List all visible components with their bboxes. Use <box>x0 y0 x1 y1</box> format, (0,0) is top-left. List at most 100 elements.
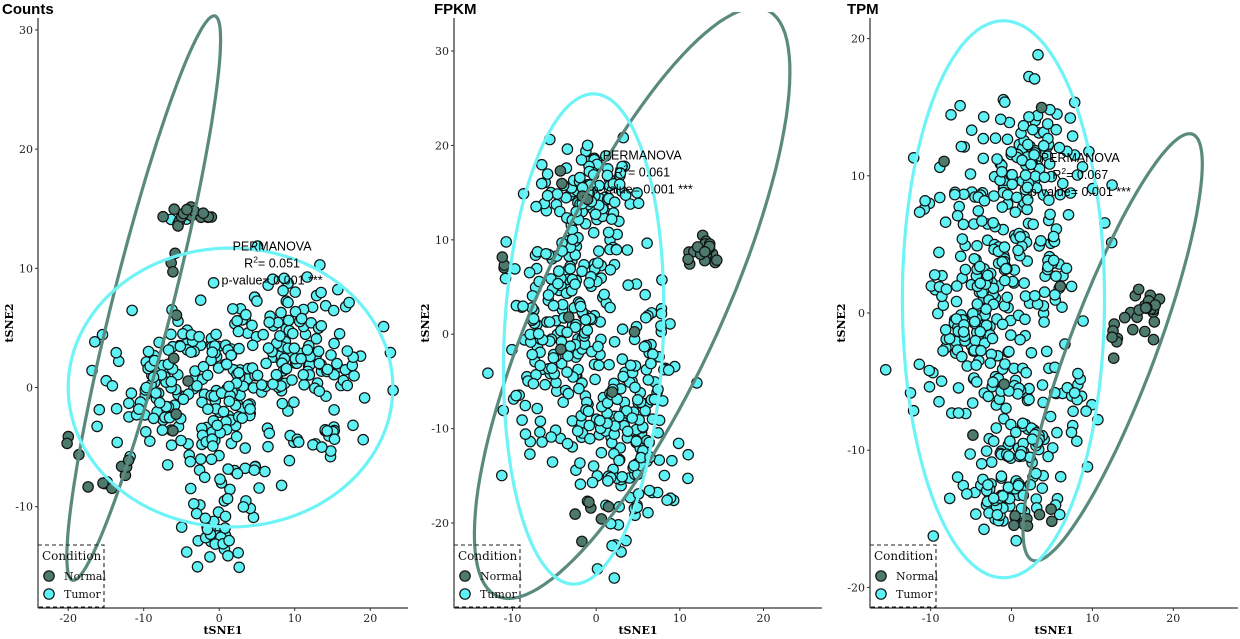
point-normal <box>1127 323 1139 336</box>
permanova-pvalue: p-value= 0.001 *** <box>222 273 323 287</box>
point-tumor <box>275 306 287 319</box>
point-tumor <box>587 226 600 239</box>
point-tumor <box>616 353 629 365</box>
point-tumor <box>991 153 1003 165</box>
point-normal <box>61 437 73 450</box>
point-tumor <box>638 340 651 353</box>
point-tumor <box>561 366 573 378</box>
point-tumor <box>1036 482 1049 494</box>
point-tumor <box>621 425 634 438</box>
point-tumor <box>1071 435 1083 447</box>
point-tumor <box>1005 146 1018 158</box>
point-tumor <box>236 412 248 424</box>
point-tumor <box>539 378 551 391</box>
point-tumor <box>341 379 354 392</box>
point-tumor <box>239 442 251 454</box>
point-tumor <box>1023 111 1035 123</box>
point-normal <box>595 513 608 525</box>
point-tumor <box>950 313 963 325</box>
point-tumor <box>1014 333 1026 346</box>
point-tumor <box>561 437 574 450</box>
point-normal <box>682 253 694 266</box>
point-tumor <box>321 363 334 376</box>
point-tumor <box>246 339 259 352</box>
point-tumor <box>973 260 986 273</box>
legend-key-normal <box>43 570 55 582</box>
point-tumor <box>282 296 294 309</box>
point-tumor <box>954 99 966 112</box>
panel-title: Counts <box>2 1 54 18</box>
point-tumor <box>541 189 554 202</box>
legend-label-tumor: Tumor <box>896 588 933 601</box>
point-tumor <box>195 453 207 465</box>
point-normal <box>1147 333 1160 346</box>
point-tumor <box>251 295 263 307</box>
point-tumor <box>231 467 244 480</box>
permanova-r2: R2= 0.051 <box>244 254 300 270</box>
legend-key-normal <box>875 570 887 582</box>
point-tumor <box>592 340 604 353</box>
permanova-r2: R2= 0.061 <box>614 164 670 180</box>
point-tumor <box>586 476 599 489</box>
point-tumor <box>174 340 187 353</box>
point-tumor <box>184 455 197 468</box>
y-tick-label: -10 <box>15 501 33 514</box>
point-tumor <box>1047 230 1060 243</box>
point-tumor <box>592 245 605 257</box>
point-tumor <box>262 342 275 354</box>
point-normal <box>602 500 615 513</box>
point-tumor <box>960 488 973 500</box>
point-tumor <box>984 357 997 369</box>
point-tumor <box>270 368 283 381</box>
point-tumor <box>566 233 579 246</box>
point-tumor <box>978 523 990 536</box>
point-tumor <box>682 472 694 485</box>
point-tumor <box>589 373 601 386</box>
legend-label-tumor: Tumor <box>480 588 517 601</box>
point-tumor <box>1056 301 1068 313</box>
point-tumor <box>601 475 614 487</box>
point-tumor <box>1009 426 1022 439</box>
legend-key-tumor <box>875 588 887 600</box>
point-tumor <box>1038 171 1051 184</box>
panel-title: TPM <box>847 1 879 18</box>
point-tumor <box>988 190 1000 202</box>
ellipse-tumor <box>501 92 666 586</box>
point-tumor <box>223 380 235 393</box>
point-tumor <box>106 379 119 392</box>
point-tumor <box>966 397 979 409</box>
y-tick-label: -20 <box>431 517 449 530</box>
point-normal <box>181 203 193 216</box>
point-tumor <box>571 425 584 437</box>
point-tumor <box>262 440 274 453</box>
point-tumor <box>194 294 207 306</box>
point-tumor <box>1066 130 1079 142</box>
point-tumor <box>517 300 529 312</box>
ellipse-normal <box>1021 132 1204 563</box>
point-tumor <box>1014 231 1027 243</box>
point-tumor <box>643 484 656 497</box>
point-tumor <box>527 377 540 390</box>
point-tumor <box>995 166 1008 178</box>
x-tick-label: 20 <box>756 612 770 625</box>
x-tick-label: 0 <box>593 612 600 625</box>
point-tumor <box>996 318 1009 331</box>
point-tumor <box>621 244 634 256</box>
point-tumor <box>658 469 671 482</box>
point-tumor <box>347 419 359 432</box>
point-tumor <box>227 303 239 315</box>
x-axis-title: tSNE1 <box>618 624 657 637</box>
point-tumor <box>274 330 286 342</box>
point-tumor <box>1020 366 1032 379</box>
point-tumor <box>1042 450 1054 463</box>
y-tick-label: 20 <box>19 143 33 156</box>
point-normal <box>967 429 979 441</box>
ellipse-normal <box>65 14 223 583</box>
point-tumor <box>301 271 313 283</box>
point-tumor <box>147 412 160 425</box>
point-tumor <box>996 201 1009 213</box>
point-tumor <box>295 312 308 325</box>
point-tumor <box>519 428 532 440</box>
panel-fpkm: -10 0 10 20 -20 -10 0 10 20 30 FPKM tSNE1 tSNE2 PERMA… <box>419 1 822 637</box>
point-tumor <box>1065 426 1078 439</box>
